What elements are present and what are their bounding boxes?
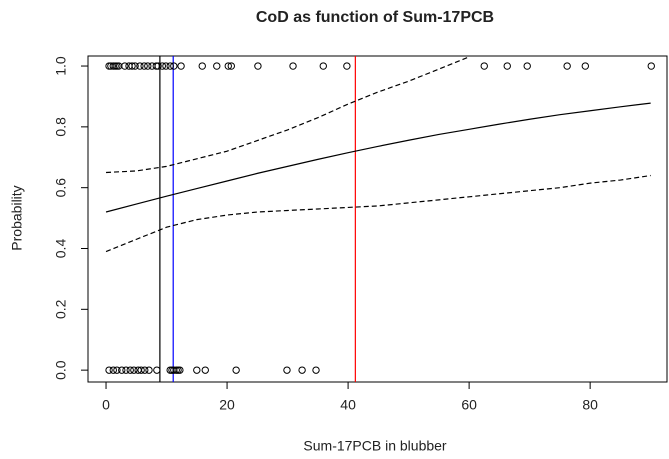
point	[128, 62, 136, 70]
point	[198, 62, 206, 70]
point	[503, 62, 511, 70]
point	[254, 62, 262, 70]
point	[213, 62, 221, 70]
point	[118, 366, 126, 374]
y-tick-label: 0.2	[53, 299, 69, 319]
point	[166, 62, 174, 70]
x-axis-title: Sum-17PCB in blubber	[303, 438, 447, 454]
point	[232, 366, 240, 374]
point	[105, 366, 113, 374]
point	[480, 62, 488, 70]
point	[193, 366, 201, 374]
point	[563, 62, 571, 70]
chart-title: CoD as function of Sum-17PCB	[256, 9, 494, 26]
point	[523, 62, 531, 70]
point	[130, 366, 138, 374]
point	[137, 366, 145, 374]
y-tick-label: 1.0	[53, 56, 69, 76]
point	[121, 62, 129, 70]
point	[319, 62, 327, 70]
point	[136, 62, 144, 70]
point	[177, 62, 185, 70]
point	[170, 62, 178, 70]
x-tick-label: 20	[219, 397, 235, 413]
point	[289, 62, 297, 70]
x-tick-label: 60	[461, 397, 477, 413]
point	[201, 366, 209, 374]
point	[158, 62, 167, 70]
point	[113, 366, 121, 374]
point	[581, 62, 590, 70]
point	[153, 366, 161, 374]
point	[312, 366, 320, 374]
point	[140, 62, 148, 70]
point	[131, 62, 139, 70]
point	[647, 62, 655, 70]
x-tick-label: 40	[340, 397, 356, 413]
y-tick-label: 0.4	[53, 239, 69, 259]
point	[122, 366, 130, 374]
confidence-band	[106, 56, 470, 174]
point	[162, 62, 170, 70]
fitted-curve	[105, 102, 651, 213]
y-tick-label: 0.0	[53, 360, 69, 380]
y-tick-label: 0.6	[53, 178, 69, 198]
point	[298, 366, 306, 374]
confidence-band	[105, 174, 651, 253]
point	[283, 366, 291, 374]
point	[176, 366, 184, 374]
point	[343, 62, 351, 70]
point	[126, 366, 134, 374]
point	[144, 62, 152, 70]
plot-box	[87, 55, 668, 383]
point	[224, 62, 232, 70]
x-tick-label: 80	[582, 397, 598, 413]
x-tick-label: 0	[102, 397, 110, 413]
point	[145, 366, 153, 374]
y-tick-label: 0.8	[53, 117, 69, 137]
point	[109, 366, 117, 374]
plot-area	[105, 56, 651, 382]
point	[154, 62, 162, 70]
point	[141, 366, 149, 374]
y-axis-title: Probability	[9, 185, 25, 250]
point	[227, 62, 235, 70]
